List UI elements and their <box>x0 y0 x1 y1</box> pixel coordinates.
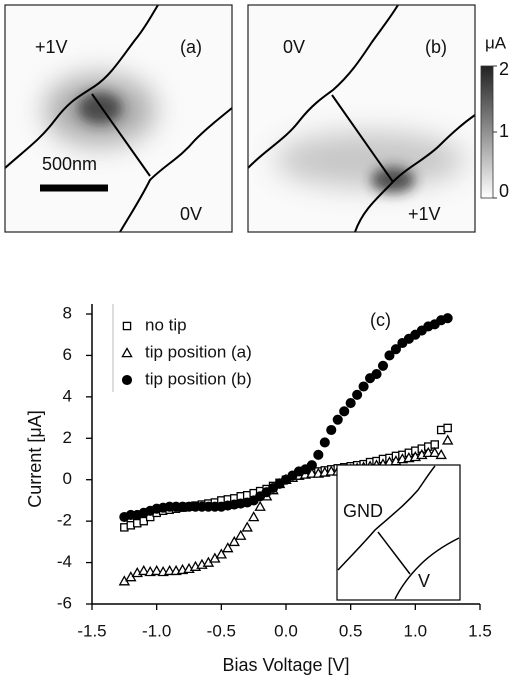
marker <box>228 535 240 547</box>
y-tick-label: -4 <box>57 552 72 571</box>
marker <box>319 437 330 448</box>
current-spot-core <box>371 167 415 193</box>
wire <box>377 531 411 575</box>
marker <box>122 321 132 331</box>
x-tick-label: 0.5 <box>339 621 363 640</box>
marker <box>377 360 389 371</box>
legend: no tip tip position (a) tip position (b) <box>112 304 252 392</box>
x-tick-label: 1.0 <box>404 621 428 640</box>
marker <box>247 511 260 522</box>
marker <box>429 446 441 458</box>
marker <box>306 460 317 471</box>
current-spot-core <box>78 92 122 124</box>
y-axis-label: Current [μA] <box>25 410 45 507</box>
colorbar-ticks: 0 1 2 <box>493 59 509 201</box>
y-tick-label: 0 <box>63 469 72 488</box>
inset-frame <box>336 464 461 601</box>
x-axis-label: Bias Voltage [V] <box>222 655 349 675</box>
scale-label: 500nm <box>42 154 97 174</box>
marker <box>222 542 234 553</box>
panel-frame <box>4 4 233 233</box>
marker <box>326 424 337 436</box>
x-tick-label: -0.5 <box>207 621 236 640</box>
wire <box>331 94 394 183</box>
current-streaks <box>275 132 465 188</box>
y-tick-label: -2 <box>57 511 72 530</box>
inset-label: GND <box>343 501 383 521</box>
marker <box>442 313 453 324</box>
panel-label: (a) <box>180 37 202 57</box>
marker <box>313 449 324 460</box>
colorbar-tick-label: 1 <box>499 121 509 141</box>
colorbar-tick-label: 0 <box>499 181 509 201</box>
electrode-edge <box>337 465 436 571</box>
x-tick-label: -1.0 <box>142 621 171 640</box>
x-tick-label: 1.5 <box>468 621 492 640</box>
y-tick-label: 6 <box>63 345 72 364</box>
y-tick-label: 8 <box>63 303 72 322</box>
panel-frame <box>247 4 476 233</box>
wire <box>91 93 151 177</box>
x-tick-label: 0.0 <box>274 621 298 640</box>
marker <box>384 350 395 361</box>
electrode-edge <box>248 5 399 169</box>
electrode-edge <box>5 5 159 169</box>
inset: GND V <box>336 464 461 601</box>
panel-label: (c) <box>370 310 391 330</box>
voltage-label: 0V <box>180 204 202 224</box>
inset-label: V <box>418 571 430 591</box>
marker <box>150 564 163 576</box>
x-tick-label: -1.5 <box>77 621 106 640</box>
marker <box>352 389 363 400</box>
y-tick-label: 2 <box>63 428 72 447</box>
y-tick-label: -6 <box>57 593 72 612</box>
marker <box>345 398 356 409</box>
voltage-label: +1V <box>408 204 441 224</box>
electrode-edge <box>394 537 460 600</box>
y-tick-label: 4 <box>63 386 72 405</box>
marker <box>332 414 343 425</box>
marker <box>435 448 447 460</box>
panel-label: (b) <box>425 37 447 57</box>
marker <box>121 374 133 386</box>
legend-label: tip position (a) <box>145 342 252 361</box>
marker <box>371 369 382 380</box>
marker <box>138 564 150 576</box>
marker <box>339 406 350 417</box>
voltage-label: +1V <box>35 37 68 57</box>
marker <box>235 529 247 540</box>
marker <box>121 347 133 358</box>
marker <box>254 500 266 511</box>
electrode-edge <box>119 107 232 232</box>
marker <box>358 381 369 392</box>
colorbar-unit: μA <box>485 33 507 52</box>
colorbar <box>480 65 494 199</box>
marker <box>241 521 253 532</box>
panel-b <box>248 5 475 232</box>
voltage-label: 0V <box>283 37 305 57</box>
electrode-edge <box>354 114 475 232</box>
marker <box>215 548 228 559</box>
marker <box>443 423 452 433</box>
legend-label: tip position (b) <box>145 369 252 388</box>
panel-a <box>5 5 232 232</box>
marker <box>441 434 454 445</box>
panel-bg <box>248 5 475 232</box>
marker <box>390 344 401 355</box>
legend-label: no tip <box>145 315 187 334</box>
colorbar-tick-label: 2 <box>499 59 509 79</box>
